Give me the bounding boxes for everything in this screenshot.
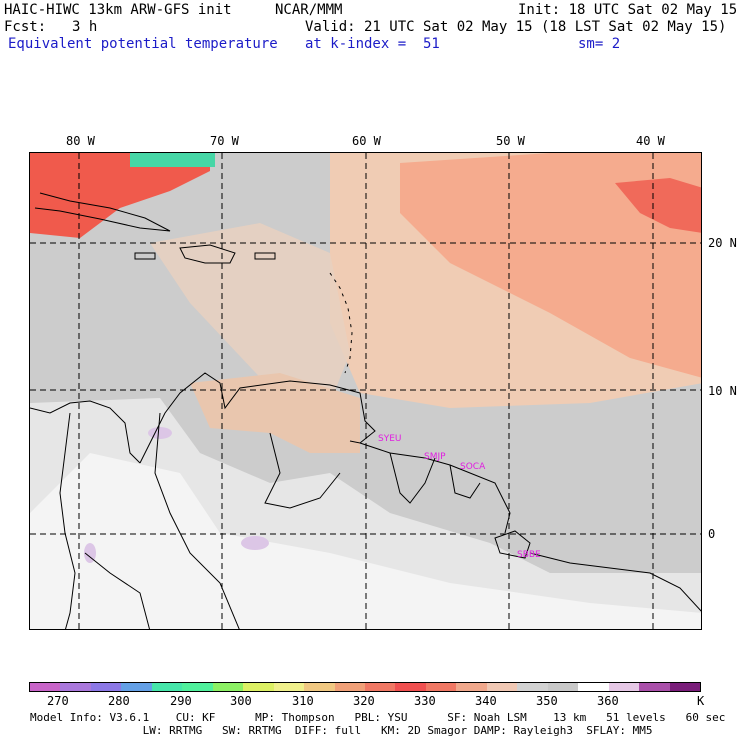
colorbar-swatch — [486, 683, 518, 691]
field-name: Equivalent potential temperature — [8, 36, 278, 52]
colorbar-swatch — [578, 683, 609, 691]
station-sbbe: SBBE — [517, 550, 541, 560]
coast-panama — [30, 400, 141, 464]
field-teal-strip — [130, 153, 215, 167]
colorbar-swatch — [639, 683, 670, 691]
station-smjp: SMJP — [424, 452, 446, 462]
map-panel: SYEU SMJP SOCA SBBE — [29, 152, 702, 630]
field-lightest-interior — [30, 453, 701, 629]
colorbar-swatch — [334, 683, 365, 691]
level-info: at k-index = 51 — [305, 36, 440, 52]
field-red-patch-ne — [615, 178, 701, 233]
graticule — [30, 153, 701, 629]
coast-pacific — [59, 412, 76, 629]
border-suriname — [449, 464, 481, 499]
field-lavender-spot-1 — [148, 427, 172, 439]
colorbar — [29, 682, 701, 692]
colorbar-swatch — [608, 683, 640, 691]
colorbar-label-340: 340 — [475, 694, 497, 708]
lon-label-80w: 80 W — [66, 134, 95, 148]
lon-label-50w: 50 W — [496, 134, 525, 148]
smoothing-info: sm= 2 — [578, 36, 621, 52]
forecast-value: 3 h — [72, 19, 98, 35]
colorbar-label-350: 350 — [536, 694, 558, 708]
colorbar-swatch — [364, 683, 396, 691]
field-lavender-spot-2 — [241, 536, 269, 550]
lon-label-40w: 40 W — [636, 134, 665, 148]
colorbar-label-280: 280 — [108, 694, 130, 708]
colorbar-swatch — [547, 683, 579, 691]
coast-puerto-rico — [254, 252, 276, 260]
forecast-label: Fcst: — [4, 19, 47, 35]
border-guyana — [389, 452, 436, 504]
coast-hispaniola — [179, 244, 236, 264]
colorbar-swatch — [60, 683, 91, 691]
lon-label-60w: 60 W — [352, 134, 381, 148]
colorbar-swatch — [212, 683, 244, 691]
colorbar-swatch — [182, 683, 213, 691]
colorbar-swatch — [669, 683, 700, 691]
model-title: HAIC-HIWC 13km ARW-GFS init — [4, 2, 232, 18]
lat-label-10n: 10 N — [708, 384, 737, 398]
colorbar-swatch — [395, 683, 426, 691]
colorbar-swatch — [90, 683, 122, 691]
model-info-line2: LW: RRTMG SW: RRTMG DIFF: full KM: 2D Sm… — [30, 724, 653, 737]
colorbar-label-330: 330 — [414, 694, 436, 708]
colorbar-label-300: 300 — [230, 694, 252, 708]
field-salmon-region — [400, 153, 701, 378]
field-lavender-spot-3 — [84, 543, 96, 563]
colorbar-swatch — [243, 683, 274, 691]
field-red-patch-nw — [30, 153, 210, 238]
lon-label-70w: 70 W — [210, 134, 239, 148]
colorbar-unit: K — [697, 694, 705, 708]
theta-e-map: SYEU SMJP SOCA SBBE — [30, 153, 701, 629]
colorbar-label-310: 310 — [292, 694, 314, 708]
coast-cuba — [34, 192, 171, 232]
valid-time: Valid: 21 UTC Sat 02 May 15 (18 LST Sat … — [305, 19, 727, 35]
colorbar-label-360: 360 — [597, 694, 619, 708]
center-label: NCAR/MMM — [275, 2, 343, 18]
coast-jamaica — [134, 252, 156, 260]
field-venezuela-tan — [190, 373, 360, 453]
field-caribbean-tan — [150, 223, 350, 403]
colorbar-label-290: 290 — [170, 694, 192, 708]
colorbar-swatch — [273, 683, 305, 691]
coast-brazil-north — [529, 552, 701, 612]
lat-label-20n: 20 N — [708, 236, 737, 250]
colorbar-swatch — [304, 683, 335, 691]
coastlines — [30, 192, 701, 629]
coast-guianas — [359, 442, 511, 534]
init-time: Init: 18 UTC Sat 02 May 15 — [518, 2, 738, 18]
station-syeu: SYEU — [378, 434, 401, 444]
colorbar-swatch — [30, 683, 61, 691]
coast-amazon-mouth — [494, 530, 531, 559]
colorbar-label-270: 270 — [47, 694, 69, 708]
border-colombia — [154, 412, 240, 629]
border-ecuador-peru — [84, 552, 150, 629]
colorbar-swatch — [517, 683, 548, 691]
colorbar-swatch — [425, 683, 457, 691]
colorbar-swatch — [151, 683, 183, 691]
colorbar-swatch — [456, 683, 487, 691]
colorbar-label-320: 320 — [353, 694, 375, 708]
border-venezuela — [264, 432, 341, 509]
lat-label-0: 0 — [708, 527, 716, 541]
colorbar-swatch — [121, 683, 152, 691]
station-soca: SOCA — [460, 462, 486, 472]
model-info-line1: Model Info: V3.6.1 CU: KF MP: Thompson P… — [30, 711, 726, 724]
